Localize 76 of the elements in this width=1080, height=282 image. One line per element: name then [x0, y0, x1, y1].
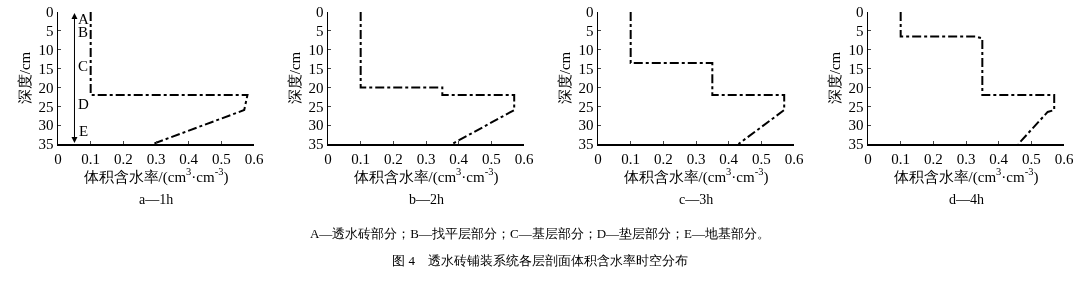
x-tick-label: 0.4: [719, 150, 739, 167]
y-tick-label: 15: [308, 60, 324, 77]
annotation: E: [79, 123, 89, 139]
x-tick-label: 0.6: [514, 150, 534, 167]
x-tick-label: 0.4: [989, 150, 1009, 167]
x-tick-label: 0.2: [653, 150, 673, 167]
x-tick-label: 0.1: [891, 150, 911, 167]
y-axis-title: 深度/cm: [557, 51, 573, 105]
x-tick-label: 0.3: [956, 150, 976, 167]
x-tick-label: 0.2: [383, 150, 403, 167]
x-tick-label: 0.4: [179, 150, 199, 167]
y-tick-label: 25: [38, 98, 54, 115]
x-tick-label: 0.2: [923, 150, 943, 167]
annotation: B: [78, 24, 89, 40]
y-tick-label: 35: [38, 136, 54, 153]
y-tick-label: 10: [578, 41, 594, 58]
x-tick-label: 0.5: [751, 150, 771, 167]
x-tick-label: 0.5: [481, 150, 501, 167]
y-tick-label: 0: [586, 4, 594, 21]
text: c—3h: [679, 192, 714, 207]
annotation: C: [78, 58, 89, 74]
y-tick-label: 20: [848, 79, 864, 96]
x-tick-label: 0.5: [211, 150, 231, 167]
y-tick-label: 0: [46, 4, 54, 21]
text: b—2h: [409, 192, 444, 207]
x-tick-label: 0.6: [1054, 150, 1074, 167]
y-axis-title: 深度/cm: [17, 51, 33, 105]
x-axis-title: 体积含水率/(cm$^{3}$·cm$^{-3}$): [83, 166, 229, 186]
x-tick-label: 0.6: [244, 150, 264, 167]
y-axis-title: 深度/cm: [287, 51, 303, 105]
y-tick-label: 15: [38, 60, 54, 77]
x-tick-label: 0.3: [146, 150, 166, 167]
y-tick-label: 35: [848, 136, 864, 153]
text: A—透水砖部分；B—找平层部分；C—基层部分；D—垫层部分；E—地基部分。: [308, 225, 772, 243]
y-tick-label: 20: [308, 79, 324, 96]
x-axis-title: 体积含水率/(cm$^{3}$·cm$^{-3}$): [353, 166, 499, 186]
y-tick-label: 35: [308, 136, 324, 153]
y-tick-label: 25: [578, 98, 594, 115]
x-tick-label: 0.5: [1021, 150, 1041, 167]
y-tick-label: 35: [578, 136, 594, 153]
y-tick-label: 10: [308, 41, 324, 58]
line-series: [899, 12, 1056, 144]
y-tick-label: 30: [848, 117, 864, 134]
y-tick-label: 30: [308, 117, 324, 134]
y-tick-label: 5: [316, 23, 324, 40]
text: d—4h: [949, 192, 984, 207]
y-tick-label: 30: [38, 117, 54, 134]
y-tick-label: 5: [586, 23, 594, 40]
x-tick-label: 0.4: [449, 150, 469, 167]
y-tick-label: 0: [316, 4, 324, 21]
x-tick-label: 0.1: [621, 150, 641, 167]
annotation: D: [78, 96, 89, 112]
x-axis-title: 体积含水率/(cm$^{3}$·cm$^{-3}$): [623, 166, 769, 186]
y-tick-label: 10: [38, 41, 54, 58]
x-tick-label: 0.3: [686, 150, 706, 167]
y-tick-label: 20: [578, 79, 594, 96]
x-axis-title: 体积含水率/(cm$^{3}$·cm$^{-3}$): [893, 166, 1039, 186]
y-tick-label: 0: [856, 4, 864, 21]
annotation: A: [78, 11, 89, 27]
y-tick-label: 10: [848, 41, 864, 58]
y-tick-label: 15: [578, 60, 594, 77]
y-tick-label: 25: [848, 98, 864, 115]
x-tick-label: 0.6: [784, 150, 804, 167]
x-tick-label: 0.2: [113, 150, 133, 167]
x-tick-label: 0.3: [416, 150, 436, 167]
y-tick-label: 30: [578, 117, 594, 134]
y-tick-label: 20: [38, 79, 54, 96]
caption: 图 4 透水砖铺装系统各层剖面体积含水率时空分布: [391, 252, 689, 270]
y-tick-label: 25: [308, 98, 324, 115]
y-tick-label: 5: [856, 23, 864, 40]
y-tick-label: 15: [848, 60, 864, 77]
x-tick-label: 0.1: [81, 150, 101, 167]
text: a—1h: [139, 192, 174, 207]
x-tick-label: 0.1: [351, 150, 371, 167]
y-axis-title: 深度/cm: [827, 51, 843, 105]
y-tick-label: 5: [46, 23, 54, 40]
